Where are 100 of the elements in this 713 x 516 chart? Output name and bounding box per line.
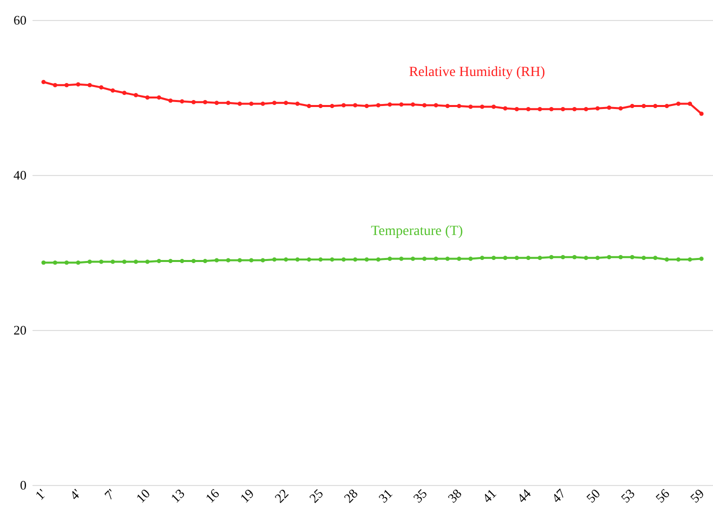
point [238,102,242,106]
point [549,255,554,260]
y-tick-label: 60 [14,12,26,28]
x-tick-label: 38 [444,486,465,506]
point [526,107,530,112]
point [64,82,69,88]
point [134,93,138,98]
y-tick-label: 40 [14,168,26,182]
x-tick-label: 47 [548,485,569,506]
point [364,257,369,262]
point [410,256,416,261]
point [191,100,196,104]
point [41,260,46,265]
x-tick-label: 28 [340,486,361,506]
point [618,255,623,260]
point [376,103,380,108]
point [156,258,162,264]
x-tick-label: 44 [514,485,534,506]
x-tick-label: 25 [306,486,326,506]
point [456,104,462,108]
point [676,257,680,262]
point [342,257,346,262]
x-tick-label: 13 [168,486,188,506]
point [306,104,312,108]
point [388,102,392,107]
point [642,256,646,260]
point [134,260,138,264]
x-tick-label: 10 [133,486,153,506]
series-label: Relative Humidity (RH) [408,65,546,80]
point [560,255,566,260]
point [445,256,450,261]
point [214,258,219,262]
point [203,100,208,104]
x-tick-label: 31 [375,486,396,506]
point [191,258,196,264]
point [122,90,126,95]
x-tick-label: 56 [652,485,673,506]
point [318,104,323,108]
point [342,103,346,108]
point [664,257,669,262]
point [376,257,380,262]
point [122,260,126,264]
point [434,256,438,261]
point [330,104,334,108]
point [318,257,323,262]
x-tick-label: 41 [479,486,500,506]
y-tick-label: 0 [20,478,26,492]
point [584,107,588,112]
point [560,107,566,112]
point [180,99,184,104]
point [572,107,577,112]
x-tick-label: 50 [583,486,604,506]
point [156,95,162,100]
point [99,85,104,90]
point [260,102,265,106]
point [168,98,173,103]
point [445,104,450,108]
point [664,104,669,108]
point [399,256,404,261]
point [503,256,508,260]
point [145,95,150,100]
point [549,107,554,112]
x-tick-label: 53 [618,486,638,506]
point [52,82,58,88]
point [88,260,92,264]
point [306,257,312,262]
point [514,256,519,260]
point [249,258,254,262]
point [422,256,427,261]
point [88,82,92,88]
point [642,104,646,108]
point [595,106,600,110]
point [76,82,80,86]
point [456,256,462,261]
point [168,258,173,264]
point [145,260,150,264]
x-tick-label: 4' [66,486,84,503]
point [630,255,634,260]
x-tick-label: 7' [101,486,118,503]
point [538,256,542,260]
point [699,112,704,116]
point [653,256,658,260]
point [284,100,288,106]
point [699,256,704,261]
point [330,257,334,262]
point [110,260,115,264]
point [653,104,658,108]
point [688,102,692,106]
point [353,103,358,108]
x-tick-label: 35 [410,486,430,506]
x-tick-label: 19 [236,486,257,506]
point [468,256,473,261]
point [41,80,46,84]
x-tick-label: 16 [202,485,222,506]
point [353,257,358,262]
point [688,257,692,262]
point [630,104,634,108]
point [492,104,496,109]
point [214,100,219,106]
point [76,260,80,265]
